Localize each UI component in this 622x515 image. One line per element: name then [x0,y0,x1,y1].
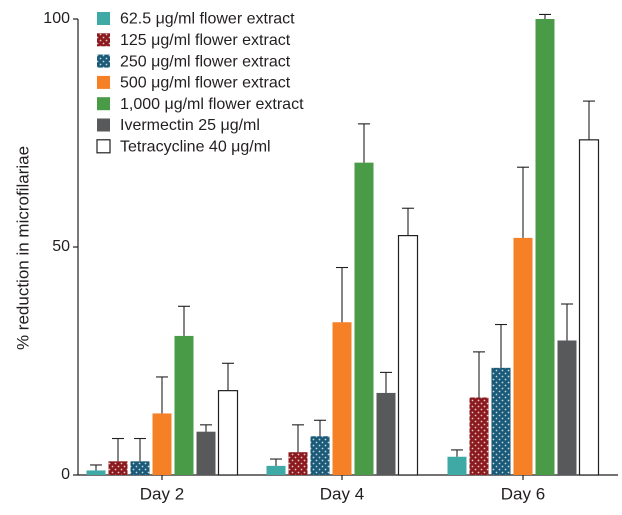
bar [266,465,286,475]
bar-pattern [491,367,511,475]
legend-swatch [97,12,110,25]
legend-swatch-pattern [97,54,110,68]
bar [447,456,467,475]
bar [332,322,352,475]
bar [152,413,172,475]
bar [174,335,194,475]
legend-swatch [96,139,111,154]
legend-swatch [97,75,110,89]
bar-pattern [469,397,489,475]
legend-swatch-pattern [97,33,110,47]
x-tick-label: Day 2 [140,484,184,503]
legend-label: 250 μg/ml flower extract [120,53,291,70]
legend-label: 1,000 μg/ml flower extract [120,96,304,113]
bar [578,139,600,476]
legend-label: 62.5 μg/ml flower extract [120,11,295,28]
bar [196,431,216,475]
bar-pattern [108,461,128,475]
legend-swatch [97,118,110,132]
y-axis-title: % reduction in microfilariae [13,146,32,350]
y-tick-label: 0 [61,466,70,483]
bar [557,340,577,475]
bar [354,162,374,475]
legend-swatch [97,97,110,111]
bar [397,235,419,476]
bar [535,19,555,475]
legend-label: 500 μg/ml flower extract [120,75,291,92]
bar-pattern [288,452,308,475]
bar [513,237,533,475]
bar-pattern [130,461,150,475]
legend-label: Ivermectin 25 μg/ml [120,117,260,134]
bar [86,470,106,475]
y-tick-label: 50 [52,238,70,255]
legend-label: Tetracycline 40 μg/ml [120,139,271,156]
x-tick-label: Day 4 [320,484,364,503]
legend-label: 125 μg/ml flower extract [120,32,291,49]
x-tick-label: Day 6 [501,484,545,503]
bar [217,390,239,476]
y-tick-label: 100 [43,10,70,27]
bar [376,392,396,475]
bar-pattern [310,436,330,475]
